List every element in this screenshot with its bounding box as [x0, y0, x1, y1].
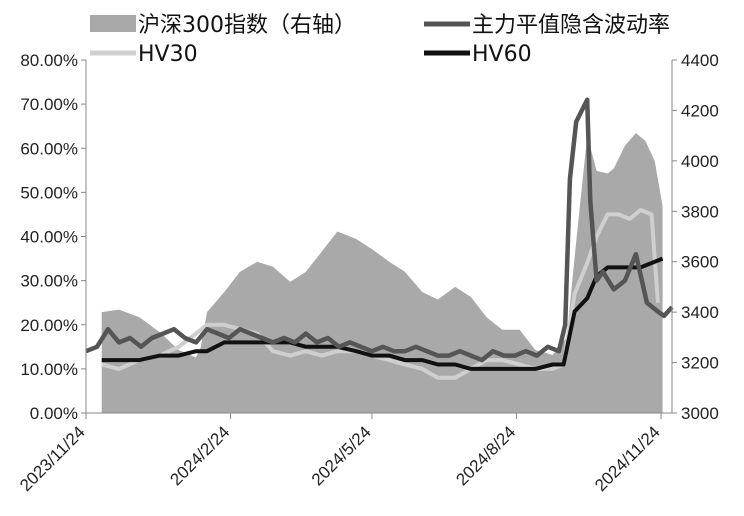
- lines-layer: [85, 97, 674, 380]
- x-tick-label: 2024/2/24: [166, 422, 233, 489]
- right-tick-label: 3200: [681, 354, 719, 373]
- left-tick-label: 40.00%: [20, 228, 78, 247]
- x-tick-label: 2024/5/24: [308, 422, 375, 489]
- legend-label: 沪深300指数（右轴）: [138, 13, 356, 38]
- legend-label: 主力平值隐含波动率: [472, 13, 670, 38]
- left-tick-label: 10.00%: [20, 360, 78, 379]
- implied-vol-line: [85, 97, 674, 363]
- index-area: [101, 133, 663, 413]
- legend-label: HV30: [138, 42, 198, 67]
- right-tick-label: 3800: [681, 202, 719, 221]
- right-tick-label: 3400: [681, 303, 719, 322]
- x-tick-label: 2024/11/24: [591, 422, 664, 495]
- left-tick-label: 20.00%: [20, 316, 78, 335]
- left-tick-label: 30.00%: [20, 272, 78, 291]
- left-tick-label: 0.00%: [30, 404, 78, 423]
- right-tick-label: 3000: [681, 404, 719, 423]
- legend-swatch-area: [90, 15, 136, 32]
- index-area-layer: [101, 133, 663, 413]
- left-tick-label: 60.00%: [20, 139, 78, 158]
- left-tick-label: 80.00%: [20, 51, 78, 70]
- right-tick-label: 4200: [681, 101, 719, 120]
- x-tick-label: 2024/8/24: [452, 422, 519, 489]
- right-tick-label: 4000: [681, 152, 719, 171]
- left-tick-label: 70.00%: [20, 95, 78, 114]
- x-tick-label: 2023/11/24: [16, 422, 89, 495]
- right-tick-label: 4400: [681, 51, 719, 70]
- legend-label: HV60: [472, 42, 532, 67]
- legend: 沪深300指数（右轴） 主力平值隐含波动率 HV30 HV60: [90, 13, 670, 67]
- left-tick-label: 50.00%: [20, 183, 78, 202]
- right-tick-label: 3600: [681, 253, 719, 272]
